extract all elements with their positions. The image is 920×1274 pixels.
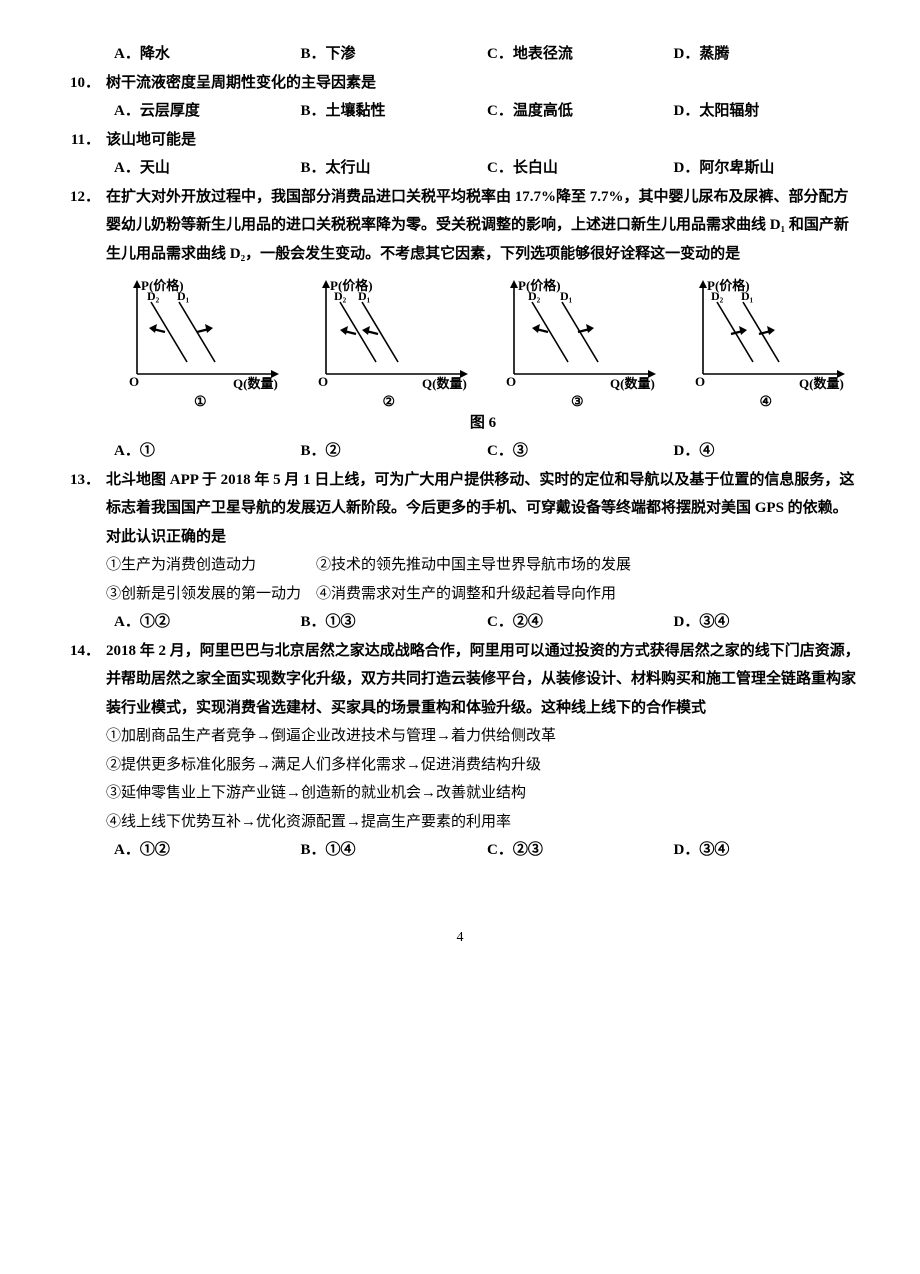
- q11-options: A．天山 B．太行山 C．长白山 D．阿尔卑斯山: [60, 154, 860, 183]
- q14-option-c: C．②③: [487, 836, 674, 865]
- svg-text:D₂: D₂: [528, 289, 541, 303]
- q13-option-b: B．①③: [301, 608, 488, 637]
- svg-text:D₁: D₁: [177, 289, 190, 303]
- q11-option-b: B．太行山: [301, 154, 488, 183]
- chart-2-label: ②: [382, 390, 395, 417]
- q13-s1: ①生产为消费创造动力: [106, 551, 316, 580]
- q12-charts: P(价格) Q(数量) O D₂ D₁ ① P(价格) Q(数量) O D₂: [60, 274, 860, 417]
- svg-text:D₁: D₁: [741, 289, 754, 303]
- svg-text:Q(数量): Q(数量): [799, 376, 844, 391]
- q14-number: 14．: [60, 637, 106, 666]
- q14-options: A．①② B．①④ C．②③ D．③④: [60, 836, 860, 865]
- q10-option-d: D．太阳辐射: [674, 97, 861, 126]
- q11-option-a: A．天山: [114, 154, 301, 183]
- svg-text:O: O: [506, 374, 516, 389]
- svg-text:O: O: [129, 374, 139, 389]
- svg-text:D₂: D₂: [711, 289, 724, 303]
- svg-text:O: O: [318, 374, 328, 389]
- q11-option-d: D．阿尔卑斯山: [674, 154, 861, 183]
- q13-options: A．①② B．①③ C．②④ D．③④: [60, 608, 860, 637]
- q13-statements: ①生产为消费创造动力 ②技术的领先推动中国主导世界导航市场的发展 ③创新是引领发…: [60, 551, 860, 608]
- q14-option-d: D．③④: [674, 836, 861, 865]
- q14-option-a: A．①②: [114, 836, 301, 865]
- svg-text:Q(数量): Q(数量): [422, 376, 467, 391]
- svg-text:D₂: D₂: [334, 289, 347, 303]
- q10-options: A．云层厚度 B．土壤黏性 C．温度高低 D．太阳辐射: [60, 97, 860, 126]
- q14-option-b: B．①④: [301, 836, 488, 865]
- q13-s4: ④消费需求对生产的调整和升级起着导向作用: [316, 580, 616, 609]
- q12-option-d: D．④: [674, 437, 861, 466]
- q12-options: A．① B．② C．③ D．④: [60, 437, 860, 466]
- chart-4: P(价格) Q(数量) O D₂ D₁ ④: [672, 274, 861, 417]
- chart-2: P(价格) Q(数量) O D₂ D₁ ②: [295, 274, 484, 417]
- svg-text:D₂: D₂: [147, 289, 160, 303]
- q10-option-b: B．土壤黏性: [301, 97, 488, 126]
- chart-3: P(价格) Q(数量) O D₂ D₁ ③: [483, 274, 672, 417]
- page-number: 4: [60, 925, 860, 952]
- q12: 12． 在扩大对外开放过程中，我国部分消费品进口关税平均税率由 17.7%降至 …: [60, 183, 860, 269]
- q11: 11． 该山地可能是: [60, 126, 860, 155]
- q11-text: 该山地可能是: [106, 126, 860, 155]
- q13-s3: ③创新是引领发展的第一动力: [106, 580, 316, 609]
- q13-option-d: D．③④: [674, 608, 861, 637]
- q10-option-a: A．云层厚度: [114, 97, 301, 126]
- svg-text:O: O: [695, 374, 705, 389]
- q13-text: 北斗地图 APP 于 2018 年 5 月 1 日上线，可为广大用户提供移动、实…: [106, 466, 860, 552]
- q11-number: 11．: [60, 126, 106, 155]
- q9-option-c: C．地表径流: [487, 40, 674, 69]
- q12-option-b: B．②: [301, 437, 488, 466]
- q9-option-a: A．降水: [114, 40, 301, 69]
- svg-text:Q(数量): Q(数量): [233, 376, 278, 391]
- q14: 14． 2018 年 2 月，阿里巴巴与北京居然之家达成战略合作，阿里用可以通过…: [60, 637, 860, 723]
- q10-option-c: C．温度高低: [487, 97, 674, 126]
- q10: 10． 树干流液密度呈周期性变化的主导因素是: [60, 69, 860, 98]
- q12-text: 在扩大对外开放过程中，我国部分消费品进口关税平均税率由 17.7%降至 7.7%…: [106, 183, 860, 269]
- q13-option-a: A．①②: [114, 608, 301, 637]
- q14-text: 2018 年 2 月，阿里巴巴与北京居然之家达成战略合作，阿里用可以通过投资的方…: [106, 637, 860, 723]
- svg-text:D₁: D₁: [358, 289, 371, 303]
- q12-option-a: A．①: [114, 437, 301, 466]
- q13-number: 13．: [60, 466, 106, 495]
- q12-number: 12．: [60, 183, 106, 212]
- q9-option-d: D．蒸腾: [674, 40, 861, 69]
- chart-1-label: ①: [194, 390, 207, 417]
- q10-number: 10．: [60, 69, 106, 98]
- q13: 13． 北斗地图 APP 于 2018 年 5 月 1 日上线，可为广大用户提供…: [60, 466, 860, 552]
- svg-text:Q(数量): Q(数量): [610, 376, 655, 391]
- chart-1: P(价格) Q(数量) O D₂ D₁ ①: [106, 274, 295, 417]
- q14-s3: ③延伸零售业上下游产业链→创造新的就业机会→改善就业结构: [106, 779, 860, 808]
- q11-option-c: C．长白山: [487, 154, 674, 183]
- q12-option-c: C．③: [487, 437, 674, 466]
- q10-text: 树干流液密度呈周期性变化的主导因素是: [106, 69, 860, 98]
- q9-option-b: B．下渗: [301, 40, 488, 69]
- q14-s4: ④线上线下优势互补→优化资源配置→提高生产要素的利用率: [106, 808, 860, 837]
- q14-s1: ①加剧商品生产者竞争→倒逼企业改进技术与管理→着力供给侧改革: [106, 722, 860, 751]
- q14-statements: ①加剧商品生产者竞争→倒逼企业改进技术与管理→着力供给侧改革 ②提供更多标准化服…: [60, 722, 860, 836]
- q13-s2: ②技术的领先推动中国主导世界导航市场的发展: [316, 551, 631, 580]
- chart-4-label: ④: [759, 390, 772, 417]
- q14-s2: ②提供更多标准化服务→满足人们多样化需求→促进消费结构升级: [106, 751, 860, 780]
- q13-option-c: C．②④: [487, 608, 674, 637]
- q9-options: A．降水 B．下渗 C．地表径流 D．蒸腾: [60, 40, 860, 69]
- chart-3-label: ③: [571, 390, 584, 417]
- svg-text:D₁: D₁: [560, 289, 573, 303]
